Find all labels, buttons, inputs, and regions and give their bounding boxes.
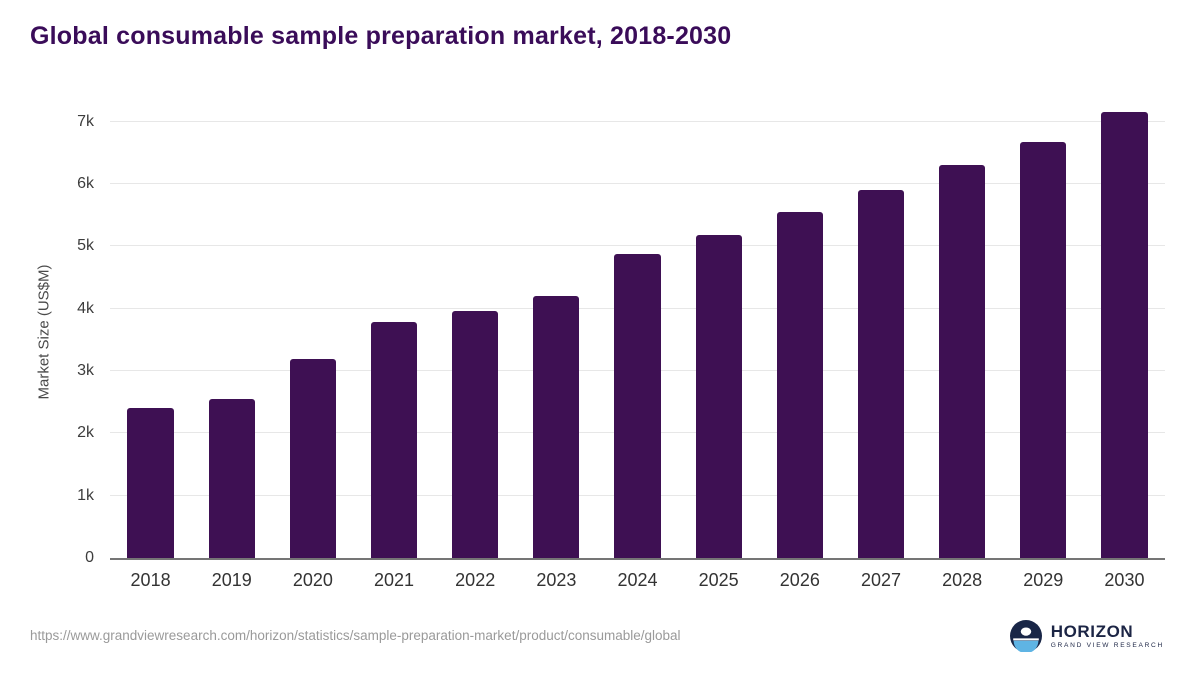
x-tick-label: 2030	[1104, 570, 1145, 590]
bar-2019	[208, 399, 255, 558]
bar-2021	[370, 322, 418, 558]
bar-slot	[922, 103, 1003, 558]
bar-2024	[614, 254, 661, 558]
bar-2025	[695, 234, 742, 558]
x-tick-label: 2018	[130, 570, 171, 590]
plot-area: 0 1k 2k 3k 4k 5k 6k 7k	[77, 103, 1165, 566]
y-axis-title: Market Size (US$M)	[35, 264, 53, 400]
bar-slot	[678, 103, 759, 558]
y-tick-label: 6k	[77, 175, 94, 193]
logo-text: HORIZON GRAND VIEW RESEARCH	[1051, 623, 1164, 650]
bar-2018	[127, 408, 174, 558]
bar-2030	[1101, 112, 1148, 558]
y-tick-label: 3k	[77, 362, 94, 380]
logo-subtitle: GRAND VIEW RESEARCH	[1050, 641, 1164, 649]
bar-slot	[110, 103, 191, 558]
x-tick-label: 2026	[779, 570, 820, 590]
horizon-globe-icon	[1009, 620, 1042, 652]
x-tick-label: 2019	[211, 570, 252, 590]
x-tick-label: 2028	[942, 570, 983, 590]
x-tick-label: 2020	[292, 570, 333, 590]
bar-slot	[1084, 103, 1165, 558]
bars	[110, 103, 1165, 558]
bar-2020	[289, 359, 337, 558]
gridline	[110, 183, 1165, 185]
x-tick-label: 2022	[455, 570, 496, 590]
source-url: https://www.grandviewresearch.com/horizo…	[30, 628, 681, 643]
bar-slot	[516, 103, 597, 558]
bar-2029	[1020, 141, 1067, 558]
logo-name: HORIZON	[1050, 621, 1134, 641]
horizon-logo: HORIZON GRAND VIEW RESEARCH	[1009, 620, 1164, 652]
y-tick-label: 0	[85, 549, 94, 566]
y-tick-label: 7k	[77, 112, 94, 130]
gridline	[110, 245, 1165, 247]
chart-title: Global consumable sample preparation mar…	[30, 22, 732, 50]
bar-2026	[776, 212, 823, 558]
bar-slot	[191, 103, 272, 558]
x-tick-label: 2025	[698, 570, 739, 590]
x-tick-label: 2029	[1023, 570, 1064, 590]
bar-slot	[272, 103, 353, 558]
bar-2023	[533, 295, 580, 558]
y-tick-label: 2k	[77, 424, 94, 442]
bar-2028	[939, 165, 986, 558]
bar-slot	[840, 103, 921, 558]
bar-slot	[759, 103, 840, 558]
x-tick-label: 2024	[617, 570, 658, 590]
x-tick-label: 2021	[374, 570, 415, 590]
bar-slot	[597, 103, 678, 558]
y-tick-label: 4k	[77, 299, 94, 317]
bar-2027	[857, 189, 905, 558]
bar-slot	[435, 103, 516, 558]
x-tick-label: 2023	[536, 570, 577, 590]
bar-2022	[452, 310, 499, 558]
x-axis-labels: 2018 2019 2020 2021 2022 2023 2024 2025 2026 2027…	[110, 570, 1165, 591]
gridline	[110, 120, 1165, 122]
bar-slot	[1003, 103, 1084, 558]
x-tick-label: 2027	[860, 570, 901, 590]
y-tick-label: 5k	[77, 237, 94, 255]
bar-slot	[353, 103, 434, 558]
y-tick-label: 1k	[77, 486, 94, 504]
